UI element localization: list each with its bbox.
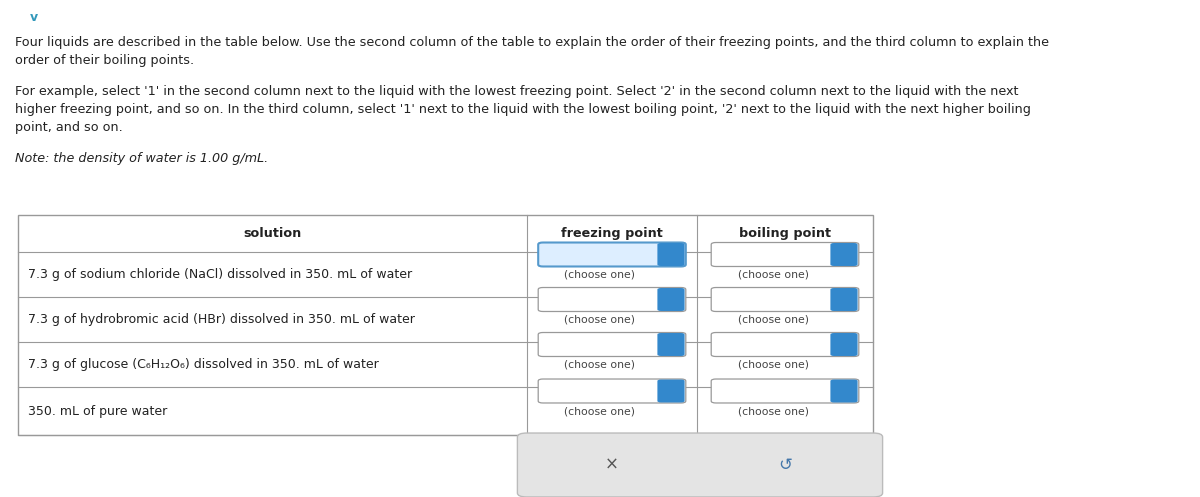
Text: ↕: ↕ bbox=[840, 269, 848, 279]
Text: (choose one): (choose one) bbox=[564, 315, 636, 325]
Text: ↕: ↕ bbox=[840, 359, 848, 369]
Text: 7.3 g of glucose (C₆H₁₂O₆) dissolved in 350. mL of water: 7.3 g of glucose (C₆H₁₂O₆) dissolved in … bbox=[28, 358, 379, 371]
Text: ↕: ↕ bbox=[840, 315, 848, 325]
Text: order of their boiling points.: order of their boiling points. bbox=[14, 54, 194, 67]
Text: ↺: ↺ bbox=[778, 456, 792, 474]
Text: freezing point: freezing point bbox=[562, 227, 662, 240]
Text: solution: solution bbox=[244, 227, 301, 240]
Text: (choose one): (choose one) bbox=[564, 359, 636, 369]
Text: (choose one): (choose one) bbox=[738, 359, 809, 369]
Text: 7.3 g of hydrobromic acid (HBr) dissolved in 350. mL of water: 7.3 g of hydrobromic acid (HBr) dissolve… bbox=[28, 313, 415, 326]
Text: ↕: ↕ bbox=[667, 406, 676, 416]
Text: 7.3 g of sodium chloride (NaCl) dissolved in 350. mL of water: 7.3 g of sodium chloride (NaCl) dissolve… bbox=[28, 268, 412, 281]
Text: For example, select '1' in the second column next to the liquid with the lowest : For example, select '1' in the second co… bbox=[14, 85, 1019, 98]
Text: boiling point: boiling point bbox=[739, 227, 830, 240]
Text: 350. mL of pure water: 350. mL of pure water bbox=[28, 405, 167, 417]
Text: Four liquids are described in the table below. Use the second column of the tabl: Four liquids are described in the table … bbox=[14, 36, 1049, 49]
Text: ↕: ↕ bbox=[667, 359, 676, 369]
Text: Note: the density of water is 1.00 g/mL.: Note: the density of water is 1.00 g/mL. bbox=[14, 152, 268, 165]
Text: ×: × bbox=[605, 456, 619, 474]
Text: ↕: ↕ bbox=[667, 315, 676, 325]
Text: (choose one): (choose one) bbox=[564, 406, 636, 416]
Text: (choose one): (choose one) bbox=[738, 315, 809, 325]
Text: (choose one): (choose one) bbox=[564, 269, 636, 279]
Text: ↕: ↕ bbox=[840, 406, 848, 416]
Text: ↕: ↕ bbox=[667, 269, 676, 279]
Text: point, and so on.: point, and so on. bbox=[14, 121, 122, 134]
Text: higher freezing point, and so on. In the third column, select '1' next to the li: higher freezing point, and so on. In the… bbox=[14, 103, 1031, 116]
Text: (choose one): (choose one) bbox=[738, 406, 809, 416]
Text: v: v bbox=[30, 11, 38, 24]
Text: (choose one): (choose one) bbox=[738, 269, 809, 279]
